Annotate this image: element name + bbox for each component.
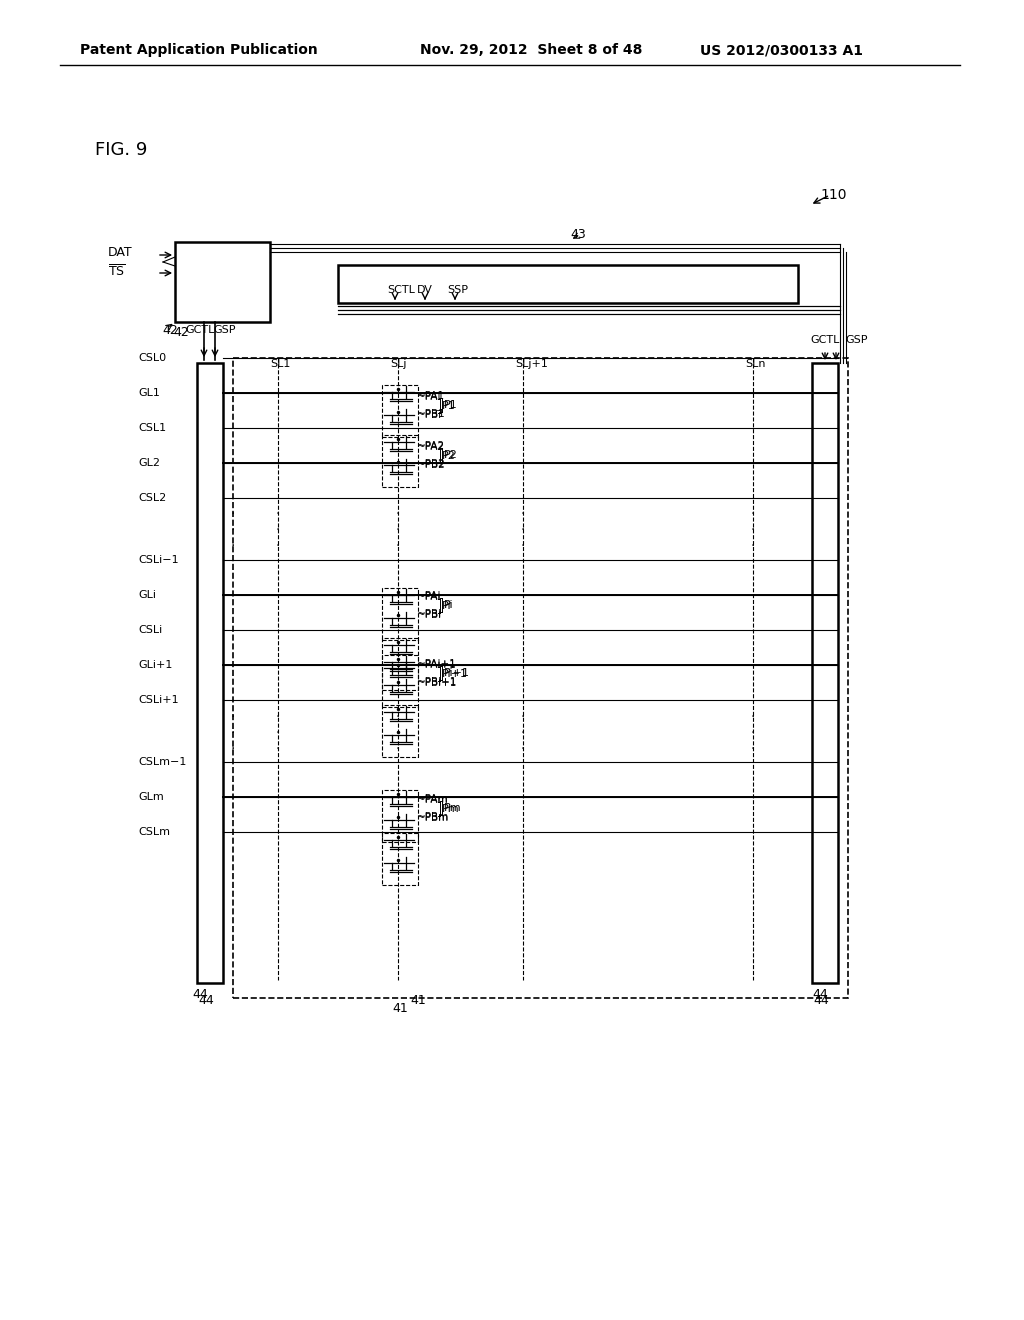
Text: CSLi+1: CSLi+1 <box>138 696 178 705</box>
Text: ~PAī: ~PAī <box>417 392 441 403</box>
Text: 41: 41 <box>410 994 426 1006</box>
Bar <box>382 385 418 437</box>
Text: 110: 110 <box>820 187 847 202</box>
Text: ·
·
·: · · · <box>521 507 525 553</box>
Text: ~PAi+1: ~PAi+1 <box>417 660 457 671</box>
Text: Pi+1: Pi+1 <box>444 668 470 678</box>
Text: ~PAm: ~PAm <box>417 795 449 804</box>
Bar <box>197 363 223 983</box>
Text: ·
·
·: · · · <box>230 710 236 756</box>
Text: ~PB2: ~PB2 <box>417 459 445 470</box>
Text: GSP: GSP <box>213 325 236 335</box>
Text: Pi: Pi <box>444 601 454 610</box>
Text: Pi+1: Pi+1 <box>442 669 468 678</box>
Text: ~PAi+1: ~PAi+1 <box>417 659 457 669</box>
Text: SLj+1: SLj+1 <box>515 359 548 370</box>
Text: ~PA1: ~PA1 <box>417 391 445 401</box>
Text: SCTL: SCTL <box>387 285 415 294</box>
Bar <box>382 655 418 708</box>
Bar <box>233 358 848 998</box>
Text: ·
·
·: · · · <box>396 710 400 756</box>
Text: CSLm−1: CSLm−1 <box>138 756 186 767</box>
Text: ~PBi+1: ~PBi+1 <box>417 678 458 688</box>
Text: ~PB1: ~PB1 <box>417 409 445 418</box>
Text: ~PBi: ~PBi <box>417 610 442 620</box>
Text: 42: 42 <box>173 326 188 338</box>
Text: Pm: Pm <box>442 804 460 814</box>
Bar <box>382 789 418 842</box>
Text: US 2012/0300133 A1: US 2012/0300133 A1 <box>700 44 863 57</box>
Text: 44: 44 <box>812 989 827 1002</box>
Text: CSLi: CSLi <box>138 624 162 635</box>
Text: P2: P2 <box>442 451 456 461</box>
Bar <box>382 436 418 487</box>
Text: Nov. 29, 2012  Sheet 8 of 48: Nov. 29, 2012 Sheet 8 of 48 <box>420 44 642 57</box>
Text: ·
·
·: · · · <box>521 710 525 756</box>
Text: ~PA2: ~PA2 <box>417 441 445 451</box>
Text: Patent Application Publication: Patent Application Publication <box>80 44 317 57</box>
Text: 43: 43 <box>570 228 586 242</box>
Text: FIG. 9: FIG. 9 <box>95 141 147 158</box>
Text: GLi+1: GLi+1 <box>138 660 172 671</box>
Text: GLi: GLi <box>138 590 156 601</box>
Text: ~PBm: ~PBm <box>417 812 450 822</box>
Text: ~PAi: ~PAi <box>417 591 441 602</box>
Text: ·
·
·: · · · <box>275 507 281 553</box>
Bar <box>382 705 418 756</box>
Bar <box>812 363 838 983</box>
Text: P1: P1 <box>444 400 458 411</box>
Text: 44: 44 <box>813 994 828 1006</box>
Text: GL1: GL1 <box>138 388 160 399</box>
Text: DAT: DAT <box>108 247 133 260</box>
Bar <box>382 833 418 884</box>
Text: ~PAm: ~PAm <box>417 795 449 805</box>
Text: $\overline{\mathrm{TS}}$: $\overline{\mathrm{TS}}$ <box>108 264 126 280</box>
Text: ~PBi+1: ~PBi+1 <box>417 677 458 686</box>
Text: CSLm: CSLm <box>138 828 170 837</box>
Text: 42: 42 <box>162 323 178 337</box>
Text: ~PBi: ~PBi <box>417 609 442 619</box>
Text: CSL2: CSL2 <box>138 492 166 503</box>
Text: 44: 44 <box>193 989 208 1002</box>
Text: ~PA2: ~PA2 <box>417 442 445 451</box>
Text: SLj: SLj <box>390 359 407 370</box>
Text: ·
·
·: · · · <box>275 710 281 756</box>
Text: P2: P2 <box>444 450 458 459</box>
Text: GCTL: GCTL <box>185 325 214 335</box>
Text: ~PBm: ~PBm <box>417 813 450 822</box>
Text: ·
·
·: · · · <box>230 507 236 553</box>
Text: Pm: Pm <box>444 803 462 813</box>
Text: CSL0: CSL0 <box>138 352 166 363</box>
Text: SSP: SSP <box>447 285 468 294</box>
Bar <box>382 638 418 690</box>
Text: ~PBī: ~PBī <box>417 411 442 420</box>
Text: CSL1: CSL1 <box>138 422 166 433</box>
Bar <box>382 587 418 640</box>
Text: 41: 41 <box>392 1002 408 1015</box>
Text: 44: 44 <box>198 994 214 1006</box>
Text: ~PB2: ~PB2 <box>417 459 445 469</box>
Text: SL1: SL1 <box>270 359 291 370</box>
Text: ~PAi: ~PAi <box>417 591 441 601</box>
Bar <box>175 242 270 322</box>
Bar <box>338 265 798 304</box>
Text: CSLi−1: CSLi−1 <box>138 554 178 565</box>
Text: GSP: GSP <box>845 335 867 345</box>
Text: ·
·
·: · · · <box>751 507 755 553</box>
Text: Pi: Pi <box>442 601 452 611</box>
Text: DV: DV <box>417 285 433 294</box>
Text: GLm: GLm <box>138 792 164 803</box>
Text: P1: P1 <box>442 401 456 411</box>
Text: SLn: SLn <box>745 359 766 370</box>
Text: GL2: GL2 <box>138 458 160 469</box>
Text: ·
·
·: · · · <box>396 507 400 553</box>
Text: ·
·
·: · · · <box>751 710 755 756</box>
Text: GCTL: GCTL <box>810 335 840 345</box>
